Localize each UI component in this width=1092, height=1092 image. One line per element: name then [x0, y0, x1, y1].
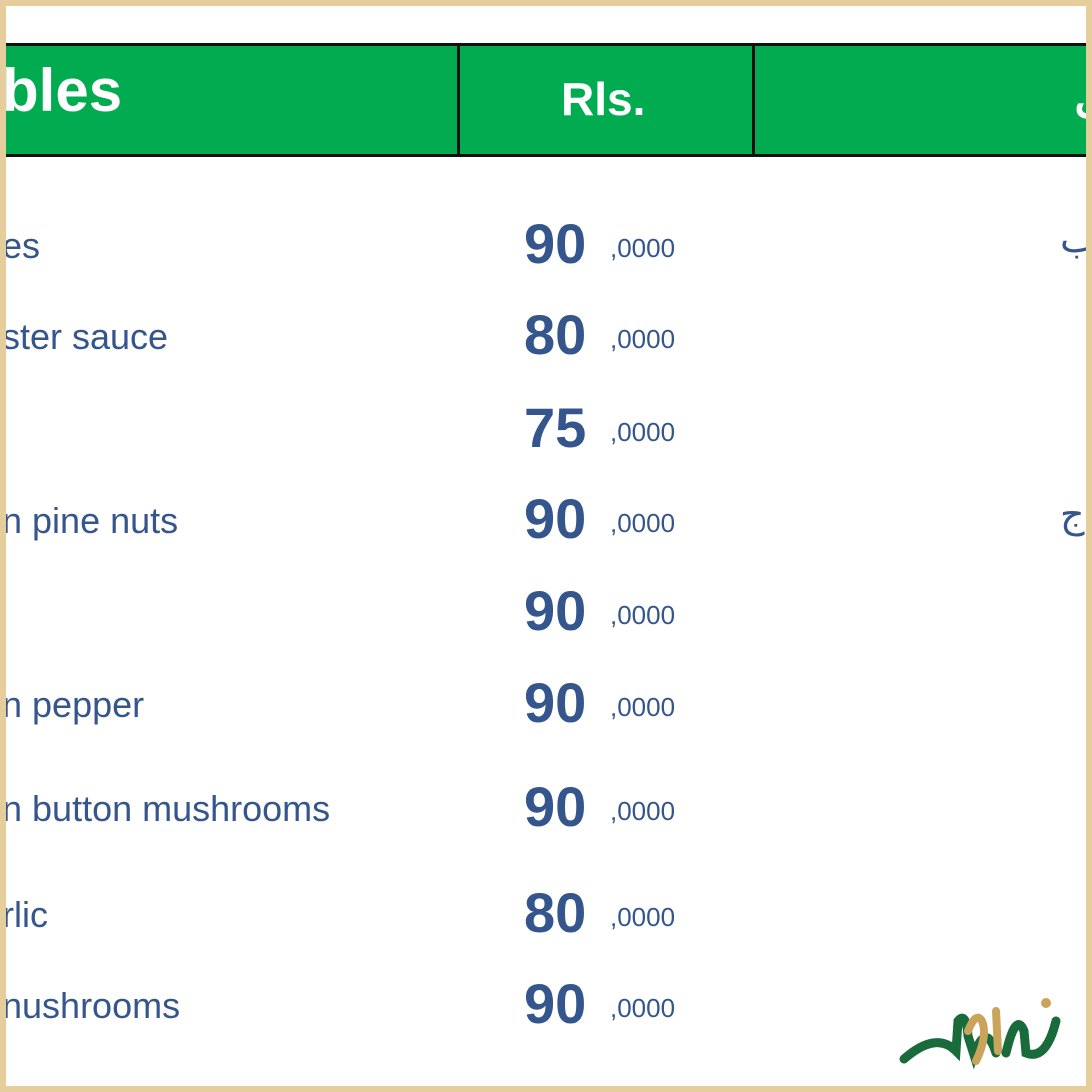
- column-divider: [752, 46, 755, 154]
- item-price: 90: [524, 487, 587, 550]
- item-price: 90: [524, 671, 587, 734]
- menu-item: nushrooms 90 ,0000: [6, 971, 1086, 1035]
- item-price: 90: [524, 212, 587, 275]
- header-arabic: ل: [1074, 68, 1086, 122]
- item-price: 80: [524, 303, 587, 366]
- item-name: n button mushrooms: [6, 788, 331, 829]
- item-price: 90: [524, 972, 587, 1035]
- item-arabic-name: ب: [1060, 217, 1086, 261]
- menu-item: ster sauce 80 ,0000: [6, 302, 1086, 366]
- menu-item: 90 ,0000: [6, 578, 1086, 642]
- item-price-decimal: ,0000: [610, 417, 676, 447]
- item-name: es: [6, 225, 41, 266]
- item-price: 90: [524, 775, 587, 838]
- item-price-decimal: ,0000: [610, 993, 676, 1023]
- menu-item: 75 ,0000: [6, 395, 1086, 459]
- menu-page: bles Rls. ل es 90 ,0000 ب ster sauce 80 ,…: [6, 6, 1086, 1086]
- column-divider: [457, 46, 460, 154]
- item-price-decimal: ,0000: [610, 796, 676, 826]
- item-name: nushrooms: [6, 985, 181, 1026]
- item-price-decimal: ,0000: [610, 233, 676, 263]
- header-price: Rls.: [561, 73, 646, 125]
- menu-item: n pepper 90 ,0000: [6, 670, 1086, 734]
- item-name: n pepper: [6, 684, 145, 725]
- item-price: 75: [524, 396, 587, 459]
- item-price: 90: [524, 579, 587, 642]
- table-header: bles Rls. ل: [6, 43, 1086, 157]
- item-price: 80: [524, 881, 587, 944]
- menu-item: n button mushrooms 90 ,0000: [6, 774, 1086, 838]
- item-price-decimal: ,0000: [610, 324, 676, 354]
- logo: [896, 991, 1066, 1076]
- item-price-decimal: ,0000: [610, 902, 676, 932]
- header-title: bles: [6, 57, 123, 124]
- item-price-decimal: ,0000: [610, 600, 676, 630]
- menu-item: es 90 ,0000 ب: [6, 211, 1086, 275]
- item-name: rlic: [6, 894, 48, 935]
- item-name: ster sauce: [6, 316, 169, 357]
- item-price-decimal: ,0000: [610, 508, 676, 538]
- menu-item: n pine nuts 90 ,0000 ج: [6, 486, 1086, 550]
- item-arabic-name: ج: [1060, 492, 1085, 536]
- item-name: n pine nuts: [6, 500, 179, 541]
- menu-item: rlic 80 ,0000: [6, 880, 1086, 944]
- item-price-decimal: ,0000: [610, 692, 676, 722]
